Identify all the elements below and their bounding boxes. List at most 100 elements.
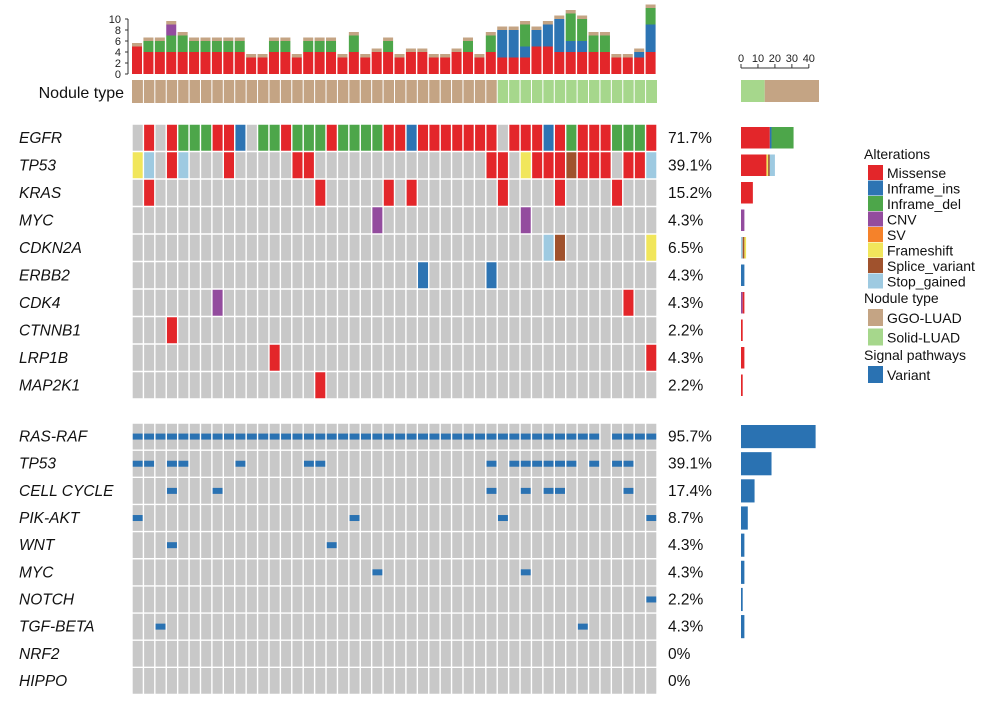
nodule-count-bar: [764, 80, 819, 102]
gene-alteration-cell: [645, 344, 657, 372]
top-bar-cap: [234, 37, 245, 41]
nodule-cell: [588, 80, 600, 103]
pathway-percentage: 95.7%: [668, 429, 712, 446]
nodule-cell: [314, 80, 327, 103]
pathway-variant-cell: [132, 433, 143, 440]
legend-pathway-title: Signal pathways: [864, 347, 966, 363]
pathway-variant-cell: [474, 433, 486, 440]
pathway-variant-cell: [520, 460, 531, 467]
gene-label: MYC: [19, 212, 54, 229]
gene-label: CDK4: [19, 295, 61, 312]
gene-alteration-cell: [268, 124, 281, 152]
nodule-cell: [234, 80, 247, 103]
top-bar-cap: [485, 32, 496, 36]
top-bar-cap: [132, 43, 143, 47]
nodule-cell: [554, 80, 566, 103]
gene-alteration-cell: [611, 179, 623, 207]
pathway-variant-cell: [589, 433, 600, 440]
top-bar-cap: [394, 54, 405, 58]
top-bar-cap: [565, 10, 576, 14]
top-bar-cap: [280, 37, 291, 41]
gene-alteration-cell: [462, 124, 475, 152]
nodule-cell: [348, 80, 361, 103]
gene-alteration-cell: [474, 124, 486, 152]
gene-alteration-cell: [143, 151, 155, 179]
nodule-cell: [462, 80, 475, 103]
top-bar-cap: [348, 32, 359, 36]
legend-item-label: SV: [887, 227, 906, 243]
gene-percentage: 39.1%: [668, 157, 712, 174]
top-bar-segment: [143, 41, 154, 52]
legend-item-label: Stop_gained: [887, 274, 966, 290]
top-bar-cap: [166, 21, 177, 25]
top-bar-segment: [234, 52, 245, 74]
top-bar-segment: [474, 57, 485, 74]
nodule-cell: [383, 80, 395, 103]
pathway-variant-cell: [326, 542, 337, 549]
top-bar-segment: [246, 57, 257, 74]
pathway-variant-cell: [246, 433, 258, 440]
top-bar-segment: [303, 41, 314, 52]
top-bar-segment: [588, 35, 599, 52]
gene-count-bar: [768, 154, 770, 176]
top-bar-segment: [611, 57, 622, 74]
gene-label: KRAS: [19, 185, 62, 202]
pathway-variant-cell: [315, 433, 326, 440]
pathway-variant-cell: [463, 433, 474, 440]
top-bar-segment: [348, 52, 359, 74]
pathway-count-bar: [741, 479, 755, 503]
gene-label: TP53: [19, 157, 56, 174]
pathway-percentage: 17.4%: [668, 483, 712, 500]
nodule-cell: [520, 80, 532, 103]
gene-alteration-cell: [291, 124, 304, 152]
gene-alteration-cell: [565, 151, 578, 179]
top-y-tick-label: 6: [115, 36, 121, 48]
top-bar-cap: [223, 37, 234, 41]
top-bar-segment: [280, 52, 291, 74]
nodule-cell: [303, 80, 315, 103]
gene-alteration-cell: [371, 124, 384, 152]
top-bar-segment: [268, 52, 279, 74]
gene-percentage: 4.3%: [668, 350, 704, 367]
gene-alteration-cell: [166, 124, 178, 152]
pathway-variant-cell: [509, 433, 520, 440]
top-bar-segment: [303, 52, 314, 74]
pathway-variant-cell: [178, 433, 189, 440]
pathway-variant-cell: [212, 433, 223, 440]
top-bar-segment: [599, 52, 610, 74]
gene-alteration-cell: [360, 124, 372, 152]
top-bar-cap: [371, 48, 382, 52]
gene-alteration-cell: [211, 124, 224, 152]
top-bar-segment: [588, 52, 599, 74]
gene-alteration-cell: [577, 124, 589, 152]
top-bar-cap: [462, 37, 473, 41]
pathway-variant-cell: [509, 460, 520, 467]
count-x-tick-label: 0: [738, 53, 744, 65]
top-bar-segment: [577, 41, 588, 52]
pathway-label: MYC: [19, 564, 54, 581]
gene-alteration-cell: [417, 261, 429, 289]
nodule-cell: [611, 80, 623, 103]
pathway-variant-cell: [166, 460, 178, 467]
nodule-cell: [394, 80, 406, 103]
pathway-label: NRF2: [19, 646, 60, 663]
top-y-tick-label: 8: [115, 25, 121, 37]
nodule-cell: [326, 80, 338, 103]
nodule-cell: [542, 80, 555, 103]
gene-count-bar: [742, 292, 745, 314]
pathway-variant-cell: [543, 487, 554, 494]
pathway-count-bar: [741, 452, 772, 476]
top-bar-segment: [360, 57, 371, 74]
top-bar-cap: [200, 37, 211, 41]
top-bar-segment: [154, 52, 165, 74]
top-bar-segment: [211, 41, 222, 52]
pathway-percentage: 39.1%: [668, 456, 712, 473]
legend-alterations-title: Alterations: [864, 146, 930, 162]
pathway-variant-cell: [646, 596, 657, 603]
gene-alteration-cell: [211, 289, 224, 317]
gene-count-bar: [766, 154, 769, 176]
top-bar-segment: [371, 52, 382, 74]
nodule-cell: [645, 80, 657, 103]
top-bar-cap: [634, 48, 645, 52]
top-bar-cap: [531, 26, 542, 30]
